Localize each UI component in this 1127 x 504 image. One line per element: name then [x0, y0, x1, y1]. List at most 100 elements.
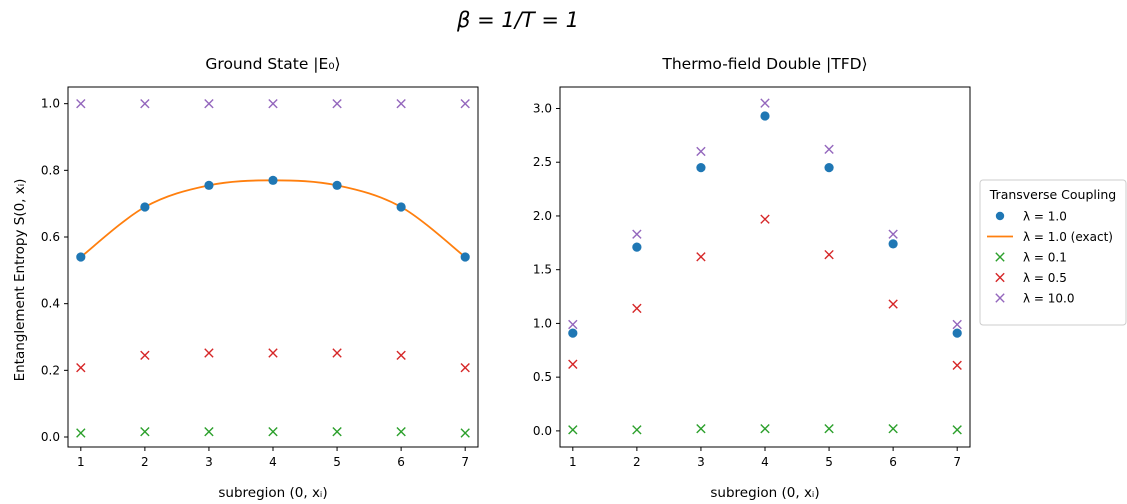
ground-state-xlabel: subregion (0, xᵢ): [218, 485, 327, 501]
legend-label: λ = 1.0 (exact): [1023, 230, 1113, 244]
tfd-point-circle: [888, 239, 898, 249]
ground-state-point-x-stroke-b: [460, 362, 470, 373]
legend-marker-x: [995, 252, 1005, 262]
ground-state-point-x: [396, 98, 406, 109]
ground-state-xtick-label: 5: [333, 455, 341, 469]
tfd-ytick-label: 3.0: [533, 101, 552, 115]
tfd-point-x: [632, 425, 642, 435]
tfd-point-x: [760, 98, 770, 108]
tfd-ytick-label: 2.5: [533, 155, 552, 169]
legend-marker-x: [995, 293, 1005, 303]
tfd-marks: [568, 98, 962, 435]
legend-marker-x: [995, 272, 1005, 283]
ground-state-ytick-label: 0.4: [41, 297, 60, 311]
tfd-axes-frame: [559, 86, 971, 448]
ground-state-xtick-label: 2: [141, 455, 149, 469]
tfd-ticks: 1 2 3 4 5 6 7 0.0 0.5 1.0 1.5 2.0 2.5 3.0: [533, 101, 961, 469]
tfd-point-x-stroke-b: [760, 214, 770, 224]
tfd-point-x: [952, 319, 962, 330]
legend-label: λ = 10.0: [1023, 292, 1075, 306]
tfd-point-x: [888, 229, 898, 239]
ground-state-point-circle: [204, 180, 214, 190]
legend-marker-x-stroke-b: [995, 293, 1005, 303]
tfd-xtick-label: 3: [697, 455, 705, 469]
tfd-point-x-stroke-b: [952, 319, 962, 330]
ground-state-point-x: [396, 350, 406, 361]
tfd-point-x: [696, 146, 706, 157]
ground-state-xtick-label: 4: [269, 455, 277, 469]
tfd-point-x-stroke-b: [760, 424, 770, 434]
tfd-point-x-stroke-b: [824, 424, 834, 434]
tfd-point-x-stroke-b: [568, 359, 578, 369]
legend-label: λ = 1.0: [1023, 210, 1067, 224]
tfd-point-x-stroke-b: [568, 319, 578, 330]
ground-state-point-x-stroke-b: [268, 426, 278, 437]
legend-entry: λ = 1.0: [995, 210, 1067, 224]
tfd-point-circle: [568, 328, 578, 338]
ground-state-point-x-stroke-b: [76, 98, 86, 109]
ground-state-exact-curve: [80, 179, 466, 258]
tfd-point-circle: [760, 111, 770, 121]
legend-entry: λ = 0.1: [995, 251, 1067, 265]
legend-label: λ = 0.5: [1023, 271, 1067, 285]
tfd-point-x: [888, 424, 898, 434]
ground-state-point-circle: [268, 175, 278, 185]
tfd-point-x-stroke-b: [696, 424, 706, 434]
figure-suptitle: β = 1/T = 1: [456, 8, 579, 32]
ground-state-point-x: [204, 348, 214, 358]
tfd-point-circle: [824, 162, 834, 173]
tfd-ytick-label: 1.0: [533, 316, 552, 330]
tfd-xtick-label: 1: [569, 455, 577, 469]
ground-state-point-x-stroke-b: [204, 348, 214, 358]
ground-state-ytick-label: 0.6: [41, 230, 60, 244]
ground-state-point-x-stroke-b: [460, 98, 470, 109]
tfd-xtick-label: 2: [633, 455, 641, 469]
tfd-point-circle: [952, 328, 962, 338]
tfd-point-x: [568, 319, 578, 330]
ground-state-point-x-stroke-b: [76, 428, 86, 438]
legend-marker-x-stroke-b: [995, 272, 1005, 283]
tfd-point-x: [824, 424, 834, 434]
ground-state-point-x: [140, 350, 150, 361]
ground-state-point-x-stroke-b: [204, 426, 214, 437]
ground-state-xtick-label: 1: [77, 455, 85, 469]
tfd-point-x: [888, 299, 898, 309]
legend-entry: λ = 1.0 (exact): [987, 230, 1113, 244]
ground-state-title: Ground State |E₀⟩: [205, 55, 340, 73]
tfd-point-x-stroke-b: [888, 424, 898, 434]
ground-state-point-x: [140, 98, 150, 109]
ground-state-point-circle: [76, 252, 86, 262]
ground-state-point-x: [204, 98, 214, 109]
ground-state-point-x: [332, 98, 342, 109]
tfd-point-x: [760, 214, 770, 224]
ground-state-point-x-stroke-b: [268, 348, 278, 358]
ground-state-point-x: [268, 348, 278, 358]
ground-state-point-x: [332, 348, 342, 358]
ground-state-point-x-stroke-b: [396, 426, 406, 437]
ground-state-point-x: [460, 98, 470, 109]
legend-marker-circle: [995, 211, 1005, 221]
tfd-point-x: [824, 144, 834, 155]
tfd-point-x-stroke-b: [632, 425, 642, 435]
tfd-point-x: [696, 424, 706, 434]
tfd-point-x-stroke-b: [696, 252, 706, 262]
ground-state-marks: [76, 98, 470, 438]
tfd-point-x-stroke-b: [632, 303, 642, 314]
tfd-point-x: [632, 229, 642, 239]
ground-state-ytick-label: 0.0: [41, 430, 60, 444]
legend-entry: λ = 10.0: [995, 292, 1075, 306]
tfd-point-x-stroke-b: [824, 144, 834, 155]
ground-state-point-x: [460, 362, 470, 373]
ground-state-point-x: [76, 362, 86, 373]
ground-state-point-x: [460, 428, 470, 438]
ground-state-point-circle: [460, 252, 470, 262]
tfd-point-x: [568, 359, 578, 369]
ground-state-ytick-label: 1.0: [41, 97, 60, 111]
ground-state-ytick-label: 0.2: [41, 363, 60, 377]
ground-state-ytick-label: 0.8: [41, 163, 60, 177]
ground-state-point-circle: [140, 202, 150, 212]
ground-state-point-x: [140, 426, 150, 437]
tfd-point-x-stroke-b: [952, 425, 962, 435]
tfd-point-x-stroke-b: [824, 249, 834, 260]
